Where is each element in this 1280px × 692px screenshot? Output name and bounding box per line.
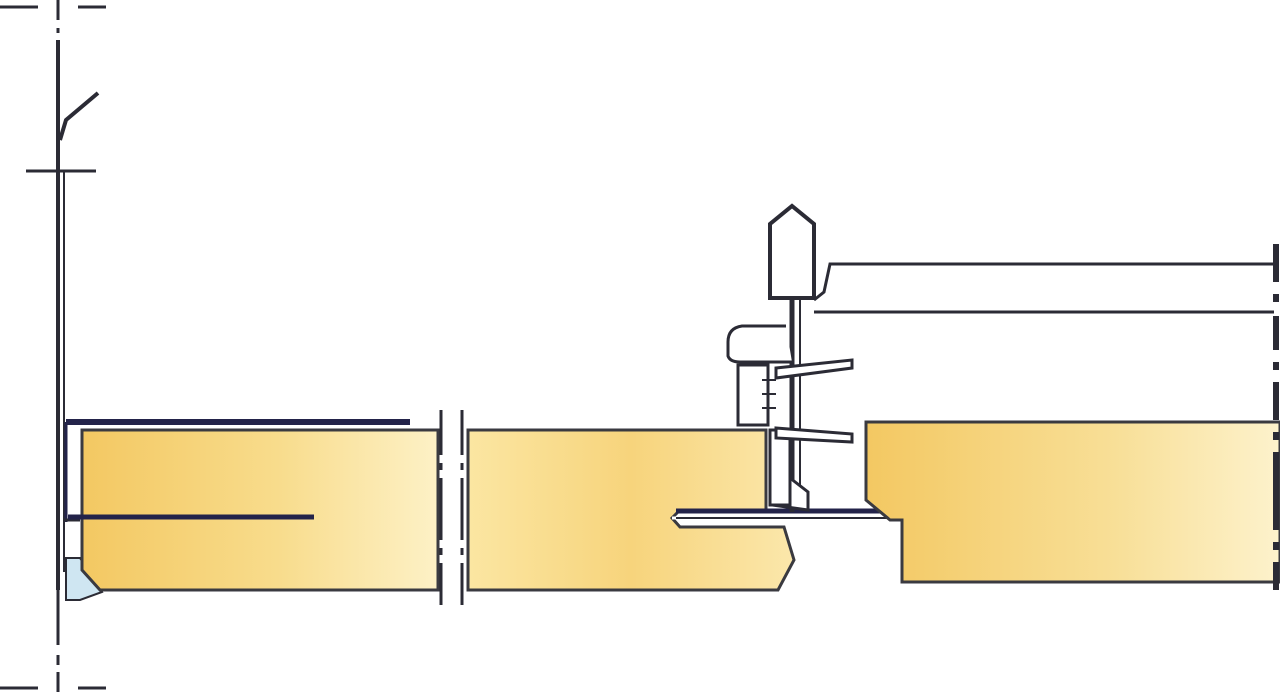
carrier-channel <box>768 203 1279 314</box>
tile-right <box>864 316 1280 590</box>
suspension-clip <box>726 324 854 507</box>
tile-left-piece-1 <box>68 428 440 592</box>
break-lines <box>439 410 464 605</box>
wall-line <box>0 0 106 692</box>
edge-trim <box>64 419 410 601</box>
